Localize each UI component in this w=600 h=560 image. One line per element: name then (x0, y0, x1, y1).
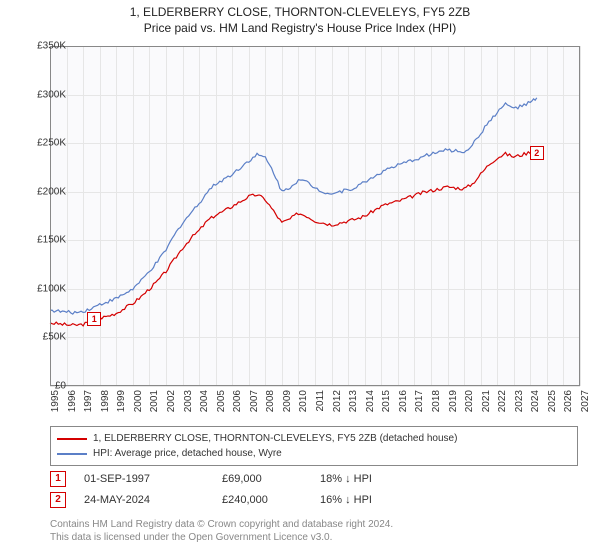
marker-delta-2: 16% ↓ HPI (320, 494, 420, 506)
xtick-label: 2016 (398, 390, 409, 412)
ytick-label: £300K (22, 89, 66, 100)
marker-badge-2: 2 (50, 492, 66, 508)
plot-area: 12 (50, 46, 580, 386)
xtick-label: 2019 (448, 390, 459, 412)
chart-title-line2: Price paid vs. HM Land Registry's House … (0, 21, 600, 39)
legend-label-hpi: HPI: Average price, detached house, Wyre (93, 446, 282, 461)
xtick-label: 2002 (166, 390, 177, 412)
marker-delta-1: 18% ↓ HPI (320, 473, 420, 485)
ytick-label: £250K (22, 138, 66, 149)
chart-title-line1: 1, ELDERBERRY CLOSE, THORNTON-CLEVELEYS,… (0, 0, 600, 21)
marker-date-2: 24-MAY-2024 (84, 494, 204, 506)
xtick-label: 2027 (580, 390, 591, 412)
series-line-hpi (50, 98, 537, 314)
marker-price-2: £240,000 (222, 494, 302, 506)
xtick-label: 2007 (249, 390, 260, 412)
xtick-label: 2022 (497, 390, 508, 412)
ytick-label: £350K (22, 41, 66, 52)
legend-swatch-property (57, 438, 87, 440)
xtick-label: 2005 (216, 390, 227, 412)
footer: Contains HM Land Registry data © Crown c… (50, 518, 393, 544)
xtick-label: 1995 (50, 390, 61, 412)
marker-badge-1: 1 (50, 471, 66, 487)
xtick-label: 2020 (464, 390, 475, 412)
xtick-label: 2011 (315, 390, 326, 412)
xtick-label: 2018 (431, 390, 442, 412)
xtick-label: 2023 (514, 390, 525, 412)
xtick-label: 2004 (199, 390, 210, 412)
xtick-label: 2025 (547, 390, 558, 412)
series-line-property (50, 152, 537, 326)
xtick-label: 1996 (67, 390, 78, 412)
legend-item-property: 1, ELDERBERRY CLOSE, THORNTON-CLEVELEYS,… (57, 431, 571, 446)
ytick-label: £50K (22, 332, 66, 343)
marker-price-1: £69,000 (222, 473, 302, 485)
xtick-label: 2026 (563, 390, 574, 412)
ytick-label: £200K (22, 186, 66, 197)
xtick-label: 2009 (282, 390, 293, 412)
line-series-svg (50, 46, 580, 386)
xtick-label: 1997 (83, 390, 94, 412)
xtick-label: 1999 (116, 390, 127, 412)
xtick-label: 2008 (265, 390, 276, 412)
chart-container: 1, ELDERBERRY CLOSE, THORNTON-CLEVELEYS,… (0, 0, 600, 560)
xtick-label: 2010 (298, 390, 309, 412)
xtick-label: 2001 (149, 390, 160, 412)
xtick-label: 2003 (183, 390, 194, 412)
xtick-label: 2000 (133, 390, 144, 412)
marker-row-2: 2 24-MAY-2024 £240,000 16% ↓ HPI (50, 492, 420, 508)
xtick-label: 2013 (348, 390, 359, 412)
legend-item-hpi: HPI: Average price, detached house, Wyre (57, 446, 571, 461)
xtick-label: 2024 (530, 390, 541, 412)
marker-date-1: 01-SEP-1997 (84, 473, 204, 485)
xtick-label: 2014 (365, 390, 376, 412)
xtick-label: 2015 (381, 390, 392, 412)
ytick-label: £150K (22, 235, 66, 246)
legend-swatch-hpi (57, 453, 87, 455)
ytick-label: £100K (22, 283, 66, 294)
xtick-label: 2006 (232, 390, 243, 412)
footer-line2: This data is licensed under the Open Gov… (50, 531, 393, 544)
marker-table: 1 01-SEP-1997 £69,000 18% ↓ HPI 2 24-MAY… (50, 466, 420, 513)
marker-row-1: 1 01-SEP-1997 £69,000 18% ↓ HPI (50, 471, 420, 487)
chart-marker-2: 2 (530, 146, 544, 160)
chart-marker-1: 1 (87, 312, 101, 326)
xtick-label: 1998 (100, 390, 111, 412)
footer-line1: Contains HM Land Registry data © Crown c… (50, 518, 393, 531)
xtick-label: 2017 (414, 390, 425, 412)
xtick-label: 2012 (332, 390, 343, 412)
xtick-label: 2021 (481, 390, 492, 412)
legend: 1, ELDERBERRY CLOSE, THORNTON-CLEVELEYS,… (50, 426, 578, 466)
legend-label-property: 1, ELDERBERRY CLOSE, THORNTON-CLEVELEYS,… (93, 431, 457, 446)
